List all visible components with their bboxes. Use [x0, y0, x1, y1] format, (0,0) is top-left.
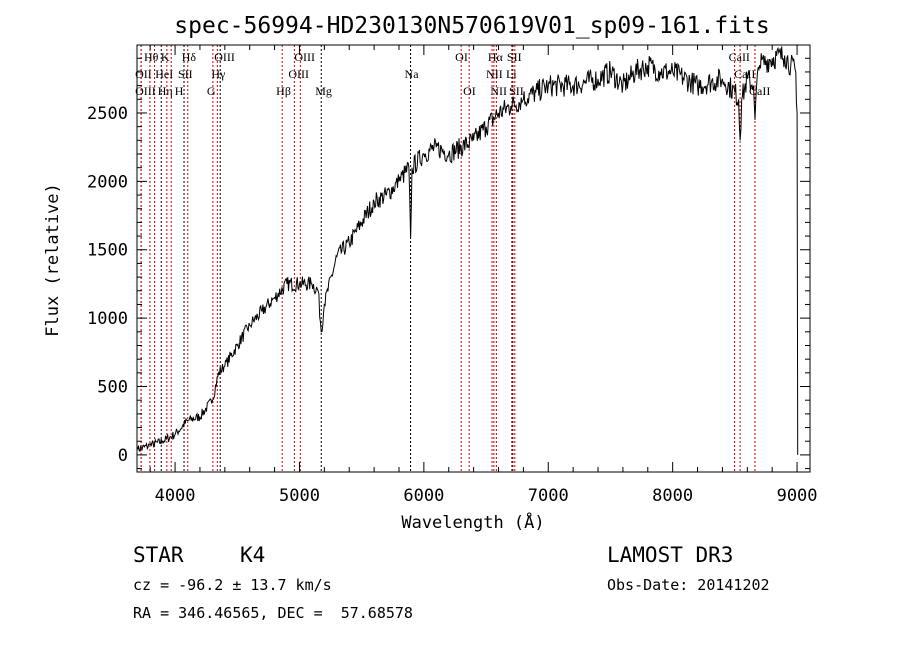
redshift-text: cz = -96.2 ± 13.7 km/s — [133, 576, 332, 594]
x-tick-label: 4000 — [155, 486, 196, 506]
line-label: Hγ — [211, 67, 226, 81]
y-axis-label: Flux (relative) — [43, 183, 63, 337]
line-label: OIII — [294, 50, 315, 64]
line-label: SII — [507, 50, 522, 64]
line-label: OII — [135, 67, 152, 81]
line-label: Hδ — [182, 50, 197, 64]
line-label: HeI — [155, 67, 173, 81]
line-label: SII — [509, 84, 524, 98]
y-tick-label: 2500 — [87, 104, 128, 124]
x-tick-label: 8000 — [652, 486, 693, 506]
y-tick-label: 1000 — [87, 309, 128, 329]
object-class: STAR — [133, 543, 184, 567]
y-tick-label: 2000 — [87, 172, 128, 192]
line-label: NII — [490, 84, 507, 98]
line-label: Hα — [488, 50, 504, 64]
chart-title: spec-56994-HD230130N570619V01_sp09-161.f… — [174, 13, 769, 39]
survey-name: LAMOST DR3 — [607, 543, 733, 567]
x-tick-label: 5000 — [279, 486, 320, 506]
line-label: Hθ — [144, 50, 159, 64]
line-label: OI — [463, 84, 476, 98]
line-label: OIII — [288, 67, 309, 81]
coordinates: RA = 346.46565, DEC = 57.68578 — [133, 604, 413, 622]
object-subclass: K4 — [240, 543, 265, 567]
x-tick-label: 6000 — [403, 486, 444, 506]
spectrum-line — [137, 46, 799, 455]
x-axis-label: Wavelength (Å) — [401, 511, 544, 533]
line-label: Li — [506, 67, 517, 81]
plot-frame — [136, 44, 811, 473]
line-label: OIII — [135, 84, 156, 98]
tick-labels: 4000 5000 6000 7000 8000 9000 0 500 1000 1500 2000… — [87, 104, 817, 506]
line-label: K — [161, 50, 170, 64]
y-tick-label: 500 — [97, 378, 128, 398]
line-label: NII — [486, 67, 503, 81]
line-label: OIII — [214, 50, 235, 64]
line-label: H — [175, 84, 184, 98]
y-tick-label: 1500 — [87, 241, 128, 261]
line-label: Hβ — [276, 84, 291, 98]
line-label: SII — [178, 67, 193, 81]
obs-date: Obs-Date: 20141202 — [607, 576, 770, 594]
line-label: CaII — [729, 50, 750, 64]
line-label: CaII — [734, 67, 755, 81]
x-tick-label: 7000 — [528, 486, 569, 506]
spectral-line-labels: OII OIII Hθ Hη HeI K H SII Hδ G Hγ OIII Hβ OIII OIII Mg… — [135, 50, 770, 98]
x-tick-label: 9000 — [777, 486, 818, 506]
line-label: Hη — [158, 84, 173, 98]
spectral-line-markers — [140, 45, 756, 472]
line-label: OI — [455, 50, 468, 64]
line-label: Mg — [315, 84, 332, 98]
line-label: G — [207, 84, 216, 98]
line-label: Na — [405, 67, 420, 81]
y-tick-label: 0 — [118, 446, 128, 466]
axis-ticks — [137, 45, 810, 472]
